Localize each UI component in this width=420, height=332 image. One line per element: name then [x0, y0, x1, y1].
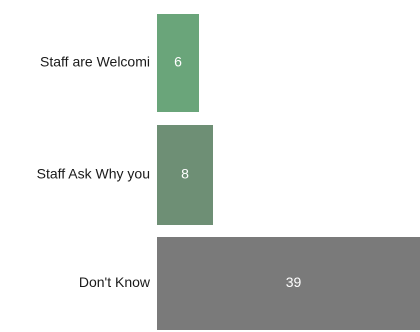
value-label-2: 39 — [286, 274, 302, 290]
bar-2 — [157, 237, 420, 330]
category-label-2: Don't Know — [79, 274, 151, 290]
category-label-1: Staff Ask Why you — [37, 166, 150, 182]
value-label-1: 8 — [181, 166, 189, 182]
category-label-0: Staff are Welcomi — [40, 54, 150, 70]
value-label-0: 6 — [174, 54, 182, 70]
bar-1 — [157, 125, 213, 225]
bar-0 — [157, 14, 199, 112]
